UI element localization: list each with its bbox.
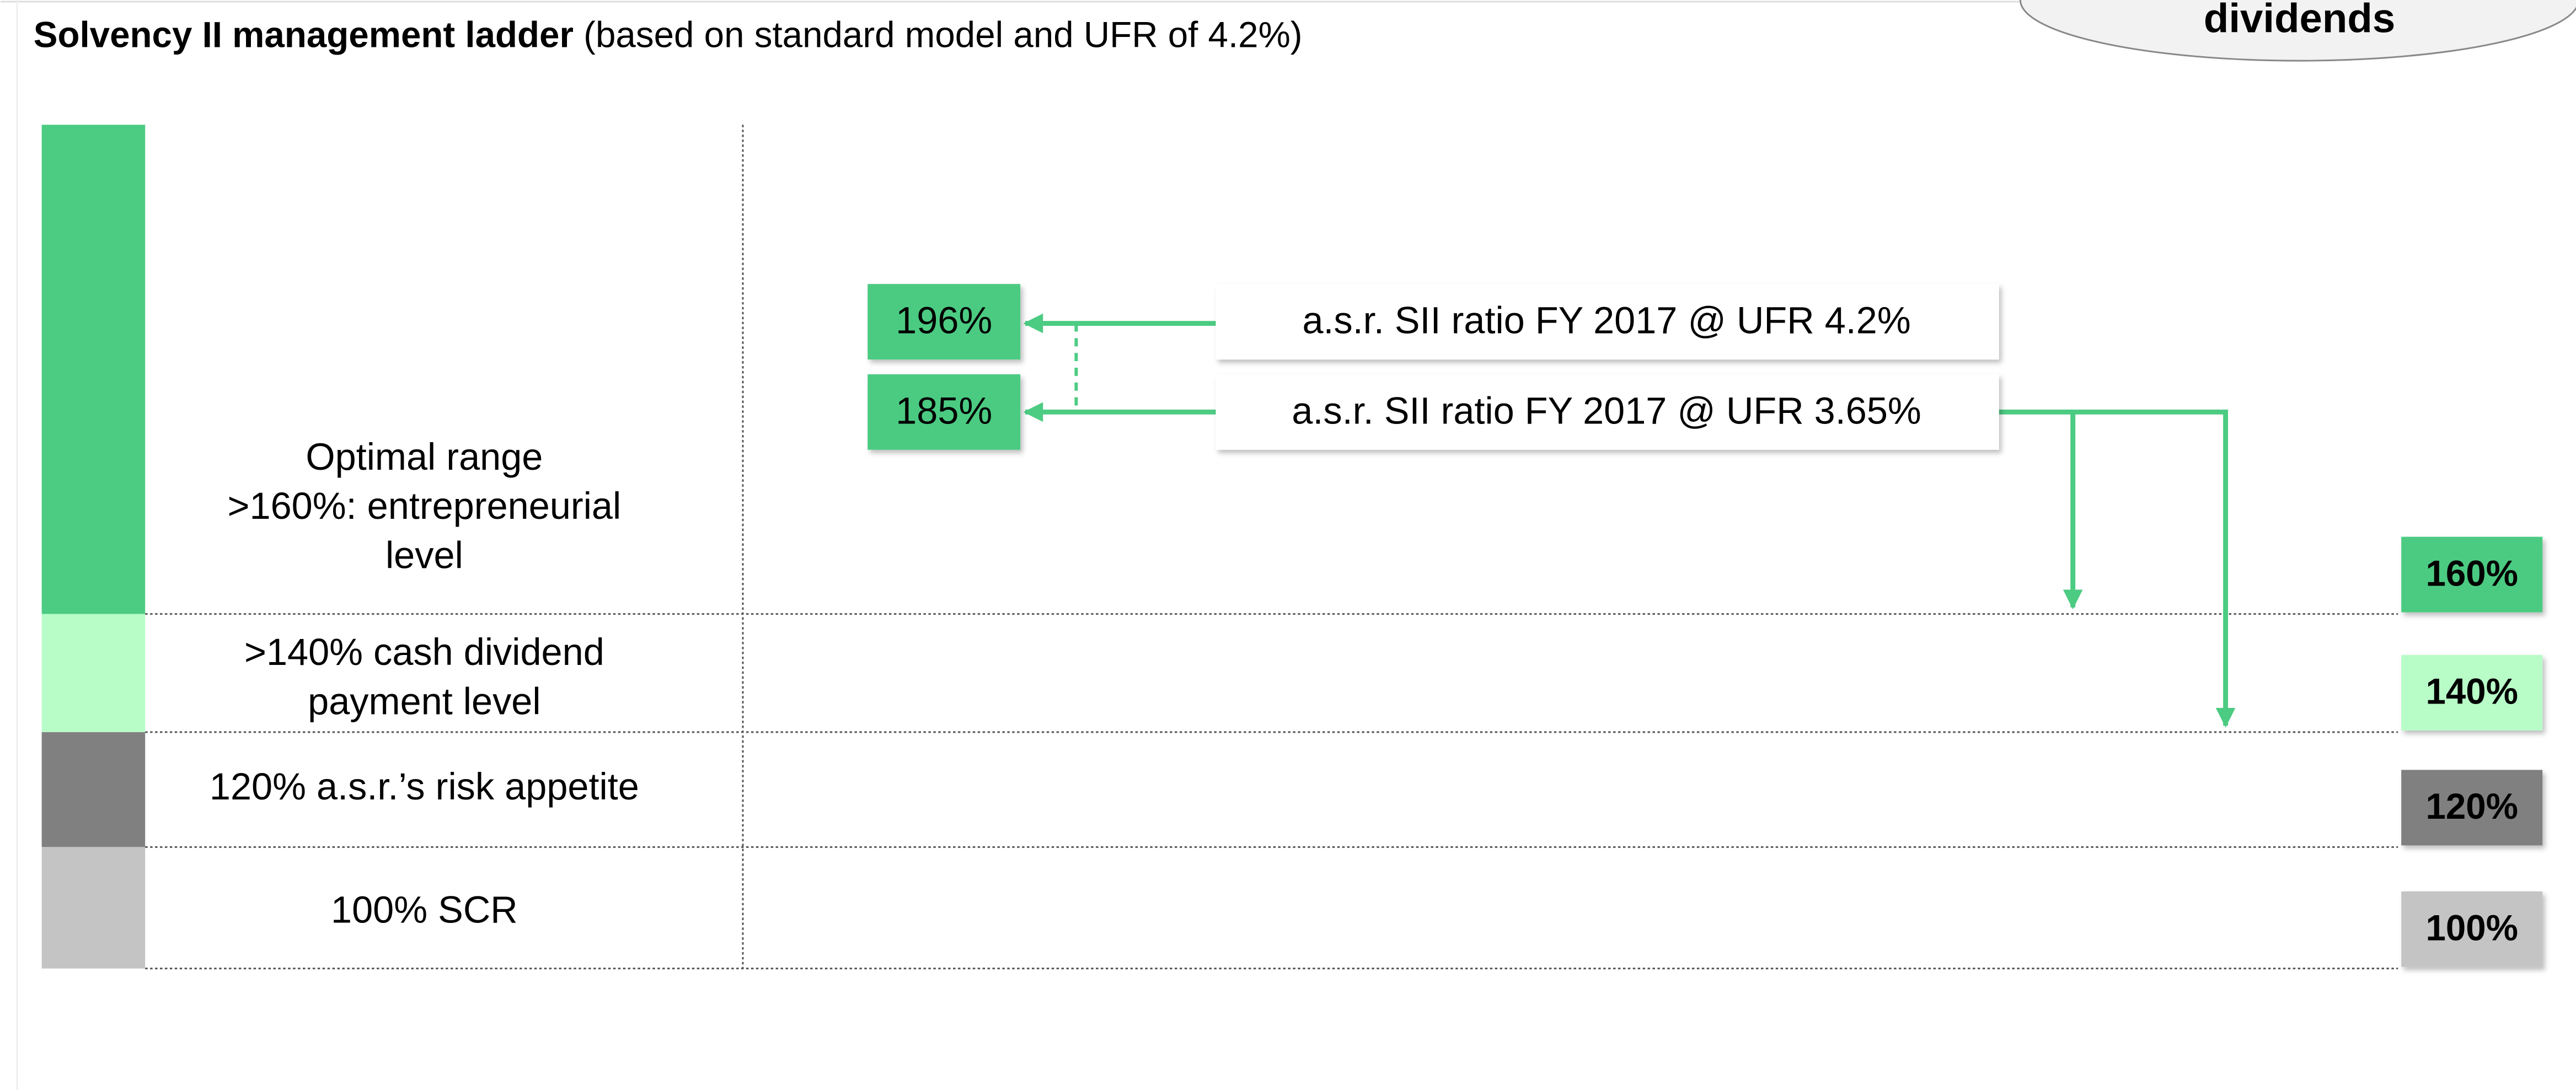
level-label: level: [385, 534, 463, 576]
level-bar: [41, 732, 146, 847]
level-bar: [41, 125, 146, 614]
level-label: >160%: entrepreneurial: [228, 485, 622, 527]
level-badge-text: 100%: [2425, 908, 2518, 948]
ratio-label-box: [1215, 284, 1999, 360]
level-badge-text: 140%: [2425, 672, 2518, 712]
title-bold: Solvency II management ladder: [34, 15, 574, 55]
ratio-value: 196%: [896, 299, 992, 342]
ratio-label-box: [1215, 374, 1999, 450]
level-bar: [41, 847, 146, 969]
level-badge: [2401, 770, 2543, 846]
callout-text: dividends: [2204, 0, 2395, 41]
ratio-label: a.s.r. SII ratio FY 2017 @ UFR 4.2%: [1302, 299, 1910, 342]
title-rest: (based on standard model and UFR of 4.2%…: [583, 15, 1302, 55]
level-badge: [2401, 891, 2543, 967]
arrow: [1999, 409, 2236, 728]
ratio-value-box: [867, 374, 1021, 450]
level-badge-text: 120%: [2425, 786, 2518, 826]
level-label: payment level: [308, 680, 540, 722]
level-label: 120% a.s.r.’s risk appetite: [210, 765, 639, 808]
level-label: Optimal range: [306, 436, 543, 478]
level-badge-text: 160%: [2425, 553, 2518, 593]
ratio-value-box: [867, 284, 1021, 360]
ratio-value: 185%: [896, 389, 992, 432]
level-bar: [41, 614, 146, 732]
callout-oval: [2020, 0, 2576, 62]
level-badge: [2401, 654, 2543, 731]
level-label: >140% cash dividend: [244, 631, 604, 673]
ladder: Optimal range >160%: entrepreneurial level…: [41, 125, 2543, 970]
title: Solvency II management ladder (based on …: [34, 15, 1303, 55]
level-label: 100% SCR: [331, 889, 518, 931]
ratios: 196% a.s.r. SII ratio FY 2017 @ UFR 4.2% 1…: [867, 284, 1999, 450]
ratio-label: a.s.r. SII ratio FY 2017 @ UFR 3.65%: [1292, 389, 1921, 432]
level-badge: [2401, 536, 2543, 613]
